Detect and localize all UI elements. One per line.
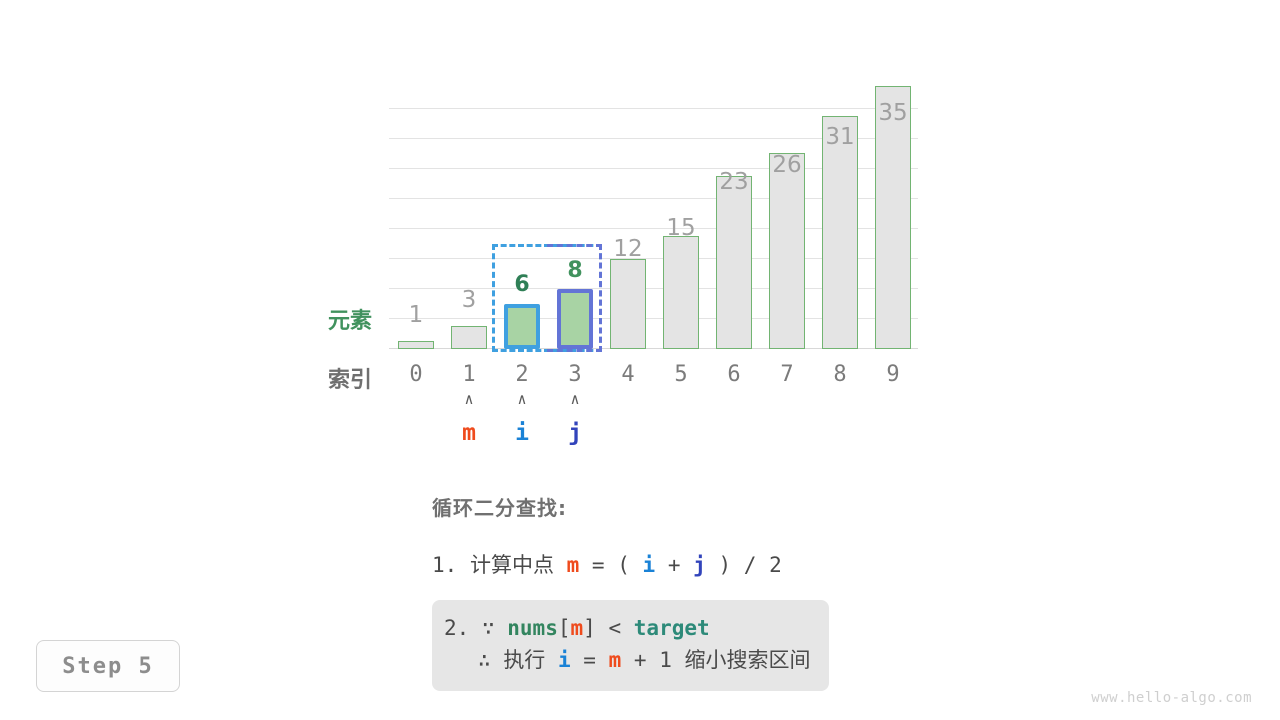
bar-value-3: 8 (567, 258, 583, 283)
gridline (389, 168, 918, 169)
gridline (389, 228, 918, 229)
step2-bracket-close: ] (583, 615, 596, 640)
index-tick-7: 7 (780, 362, 794, 387)
bar-7 (769, 153, 805, 349)
gridline (389, 108, 918, 109)
step2-bracket-open: [ (557, 615, 571, 640)
step2-one: 1 (659, 648, 672, 673)
step2-exec: 执行 (503, 648, 546, 673)
index-tick-0: 0 (409, 362, 423, 387)
step2-equals: = (583, 648, 596, 673)
step1-var-m: m (566, 553, 580, 577)
step2-less-than: < (608, 615, 622, 640)
step2-tail: 缩小搜索区间 (684, 648, 811, 673)
bar-1 (451, 326, 487, 349)
bar-0 (398, 341, 434, 349)
index-tick-6: 6 (727, 362, 741, 387)
step2-var-m: m (570, 615, 584, 640)
x-axis-baseline (389, 348, 918, 349)
step2-number: 2. (444, 615, 470, 640)
step-badge: Step 5 (36, 640, 180, 692)
axis-label-element: 元素 (327, 309, 372, 334)
index-tick-4: 4 (621, 362, 635, 387)
bar-8 (822, 116, 858, 349)
step2-target: target (633, 615, 710, 640)
step1-two: 2 (769, 553, 782, 577)
index-tick-8: 8 (833, 362, 847, 387)
axis-label-index: 索引 (327, 368, 372, 393)
step1-var-j: j (693, 553, 706, 577)
bar-value-4: 12 (613, 236, 643, 262)
step2-therefore-icon: ∴ (478, 648, 491, 673)
pointer-label-i: i (515, 420, 529, 446)
step1-text: 计算中点 (469, 553, 554, 577)
bar-value-5: 15 (666, 215, 696, 241)
gridline (389, 138, 918, 139)
step1-slash: / (743, 553, 757, 577)
gridline (389, 258, 918, 259)
bar-5 (663, 236, 699, 349)
bar-value-7: 26 (772, 152, 802, 178)
bar-value-2: 6 (514, 272, 530, 297)
bar-4 (610, 259, 646, 349)
step2-line-1: 2. ∵ nums[m] < target (444, 612, 811, 645)
gridline (389, 318, 918, 319)
step1-plus: + (667, 553, 681, 577)
explanation-step-1: 1. 计算中点 m = ( i + j ) / 2 (432, 549, 952, 582)
bar-3 (557, 289, 593, 349)
caret-icon-j: ∧ (570, 390, 580, 408)
bar-value-8: 31 (825, 124, 855, 150)
step1-paren-open: ( (617, 553, 630, 577)
gridline (389, 198, 918, 199)
bar-2 (504, 304, 540, 349)
gridline (389, 288, 918, 289)
explanation-title: 循环二分查找: (432, 496, 567, 520)
explanation-panel: 循环二分查找: 1. 计算中点 m = ( i + j ) / 2 2. ∵ n… (432, 492, 952, 691)
index-tick-9: 9 (886, 362, 900, 387)
bar-value-6: 23 (719, 169, 749, 195)
bar-value-9: 35 (878, 100, 908, 126)
bar-6 (716, 176, 752, 349)
step1-paren-close: ) (718, 553, 732, 577)
step2-var-i: i (557, 648, 571, 673)
caret-icon-m: ∧ (464, 390, 474, 408)
explanation-step-2: 2. ∵ nums[m] < target ∴ 执行 i = m + 1 缩小搜… (432, 599, 829, 691)
index-tick-5: 5 (674, 362, 688, 387)
step1-equals: = (591, 553, 605, 577)
caret-icon-i: ∧ (517, 390, 527, 408)
bar-9 (875, 86, 911, 349)
pointer-label-j: j (568, 420, 582, 446)
step2-plus: + (633, 648, 647, 673)
bar-value-0: 1 (408, 302, 424, 328)
index-tick-2: 2 (515, 362, 529, 387)
bars-layer (0, 0, 1280, 349)
step2-because-icon: ∵ (481, 615, 495, 640)
step1-var-i: i (642, 553, 656, 577)
pointer-label-m: m (462, 420, 476, 446)
step2-var-m2: m (608, 648, 622, 673)
step2-line-2: ∴ 执行 i = m + 1 缩小搜索区间 (444, 644, 811, 677)
index-tick-3: 3 (568, 362, 582, 387)
step2-nums: nums (507, 615, 558, 640)
index-tick-1: 1 (462, 362, 476, 387)
step1-number: 1. (432, 553, 458, 577)
bar-value-1: 3 (461, 287, 477, 313)
selection-box-j (547, 244, 602, 352)
bar-chart: 1 3 6 8 12 15 23 26 31 35 元素 索引 0 1 2 3 … (0, 0, 1280, 446)
watermark: www.hello-algo.com (1091, 690, 1252, 706)
